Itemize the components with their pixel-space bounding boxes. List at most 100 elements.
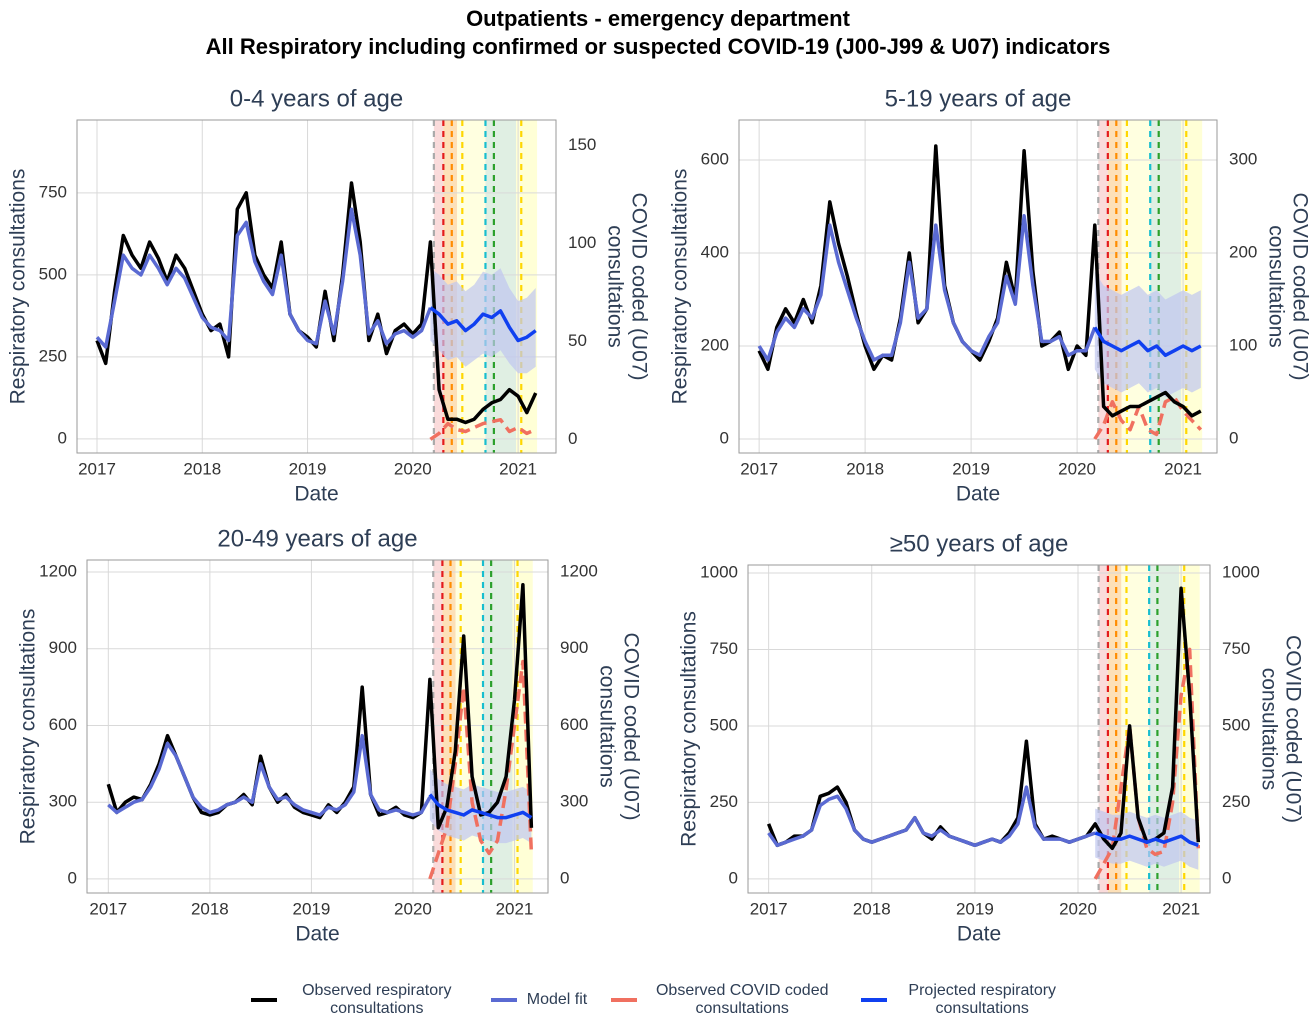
y-tick-label: 0 xyxy=(720,429,729,448)
x-tick-label: 2018 xyxy=(853,899,891,918)
y2-tick-label: 250 xyxy=(1222,792,1250,811)
y2-tick-label: 0 xyxy=(1229,429,1238,448)
chart-subtitle: All Respiratory including confirmed or s… xyxy=(206,34,1111,59)
y-tick-label: 750 xyxy=(710,639,738,658)
legend-label: Observed respiratory consultations xyxy=(302,982,452,1017)
period-band xyxy=(1098,565,1108,893)
panel-title: 5-19 years of age xyxy=(885,85,1072,112)
series-line xyxy=(428,793,533,820)
series-line xyxy=(767,785,1096,848)
y2-axis-label: COVID coded (U07) xyxy=(1281,635,1304,823)
y-tick-label: 600 xyxy=(49,715,77,734)
y-tick-label: 500 xyxy=(39,264,67,283)
y2-tick-label: 150 xyxy=(568,135,596,154)
y-tick-label: 0 xyxy=(58,428,67,447)
legend-swatch xyxy=(861,998,888,1002)
y-tick-label: 400 xyxy=(701,242,729,261)
projection-band xyxy=(429,769,532,844)
series-line xyxy=(1093,395,1203,440)
series-line xyxy=(95,207,433,349)
series-line xyxy=(429,417,537,441)
plot-border xyxy=(76,119,557,454)
y2-tick-label: 100 xyxy=(1229,336,1257,355)
panel-title: 0-4 years of age xyxy=(230,85,403,112)
y-axis-label: Respiratory consultations xyxy=(678,611,701,847)
x-tick-label: 2019 xyxy=(289,459,327,478)
y-tick-label: 600 xyxy=(701,149,729,168)
legend-label: Observed COVID coded consultations xyxy=(655,982,829,1017)
x-tick-label: 2017 xyxy=(89,899,127,918)
y2-tick-label: 750 xyxy=(1222,639,1250,658)
y2-axis-label: consultations xyxy=(603,225,626,348)
panel-title: 20-49 years of age xyxy=(217,525,417,552)
plot-area xyxy=(77,120,556,453)
panel: ≥50 years of age 0 250 500 750 1000 2017 2018 20… xyxy=(678,530,1305,945)
legend-label: Projected respiratory consultations xyxy=(908,982,1057,1017)
y-tick-label: 900 xyxy=(49,638,77,657)
period-band xyxy=(1180,120,1203,453)
y2-tick-label: 200 xyxy=(1229,242,1257,261)
x-tick-label: 2019 xyxy=(956,899,994,918)
projection-band xyxy=(430,268,536,374)
x-axis-label: Date xyxy=(295,923,339,946)
y-tick-label: 200 xyxy=(701,336,729,355)
series-line xyxy=(1093,647,1201,880)
panel: 5-19 years of age 0 200 400 600 2017 2018 2019 2… xyxy=(669,85,1312,505)
y2-axis-label: consultations xyxy=(1257,668,1280,791)
legend: Observed respiratory consultations Model … xyxy=(0,982,1316,1018)
y-tick-label: 300 xyxy=(49,792,77,811)
panel-title: ≥50 years of age xyxy=(890,530,1069,557)
legend-swatch xyxy=(490,998,517,1002)
legend-label: Model fit xyxy=(526,991,588,1008)
y-tick-label: 250 xyxy=(39,346,67,365)
plot-border xyxy=(86,559,549,894)
series-line xyxy=(757,144,1202,418)
series-line xyxy=(107,733,432,817)
x-tick-label: 2018 xyxy=(846,459,884,478)
x-tick-label: 2020 xyxy=(394,899,432,918)
plot-border xyxy=(747,564,1211,894)
x-axis-label: Date xyxy=(294,483,338,506)
series-line xyxy=(1094,831,1199,847)
x-tick-label: 2017 xyxy=(750,899,788,918)
x-tick-label: 2018 xyxy=(191,899,229,918)
y-tick-label: 1000 xyxy=(700,562,738,581)
series-line xyxy=(757,214,1097,362)
y2-tick-label: 300 xyxy=(1229,149,1257,168)
x-axis-label: Date xyxy=(956,483,1000,506)
x-tick-label: 2017 xyxy=(78,459,116,478)
x-tick-label: 2018 xyxy=(183,459,221,478)
x-axis-label: Date xyxy=(957,923,1001,946)
y2-tick-label: 0 xyxy=(560,868,569,887)
period-band xyxy=(433,560,443,893)
y-axis-label: Respiratory consultations xyxy=(17,609,40,845)
legend-item: Observed COVID coded consultations xyxy=(609,982,837,1018)
y2-axis-label: COVID coded (U07) xyxy=(627,193,650,381)
y-tick-label: 500 xyxy=(710,715,738,734)
y-tick-label: 750 xyxy=(39,182,67,201)
chart-title: Outpatients - emergency department xyxy=(466,6,851,31)
chart: Outpatients - emergency department All R… xyxy=(7,6,1312,946)
y2-tick-label: 1000 xyxy=(1222,562,1260,581)
plot-area xyxy=(748,565,1210,893)
x-tick-label: 2021 xyxy=(1162,899,1200,918)
y2-axis-label: consultations xyxy=(1264,225,1287,348)
x-tick-label: 2021 xyxy=(496,899,534,918)
plot-border xyxy=(738,119,1218,454)
projection-band xyxy=(1094,271,1201,398)
y2-axis-label: COVID coded (U07) xyxy=(1288,193,1311,381)
series-line xyxy=(428,659,534,880)
legend-item: Projected respiratory consultations xyxy=(859,982,1067,1018)
series-line xyxy=(429,306,537,343)
y-tick-label: 1200 xyxy=(39,562,77,581)
legend-swatch xyxy=(250,998,277,1002)
y2-axis-label: COVID coded (U07) xyxy=(619,633,642,821)
plot-area xyxy=(87,560,548,893)
y2-tick-label: 50 xyxy=(568,331,587,350)
y2-tick-label: 0 xyxy=(568,429,577,448)
y2-tick-label: 0 xyxy=(1222,868,1231,887)
x-tick-label: 2021 xyxy=(1164,459,1202,478)
y-axis-label: Respiratory consultations xyxy=(7,169,30,405)
